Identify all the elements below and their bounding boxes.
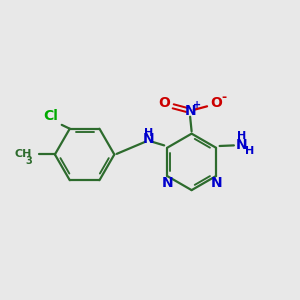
Text: H: H	[144, 128, 153, 138]
Text: N: N	[184, 104, 196, 118]
Text: -: -	[221, 91, 226, 104]
Text: CH: CH	[15, 148, 32, 159]
Text: +: +	[194, 100, 202, 110]
Text: Cl: Cl	[43, 109, 58, 123]
Text: O: O	[158, 96, 170, 110]
Text: N: N	[161, 176, 173, 190]
Text: N: N	[143, 132, 154, 146]
Text: H: H	[245, 146, 255, 156]
Text: N: N	[236, 138, 248, 152]
Text: O: O	[210, 96, 222, 110]
Text: N: N	[210, 176, 222, 190]
Text: 3: 3	[25, 156, 32, 166]
Text: H: H	[237, 131, 247, 141]
